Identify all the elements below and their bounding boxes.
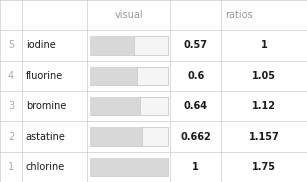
Bar	[90, 158, 168, 176]
Text: chlorine: chlorine	[26, 162, 65, 172]
Bar	[90, 127, 142, 146]
Text: 0.57: 0.57	[184, 41, 208, 50]
Text: 4: 4	[8, 71, 14, 81]
Text: 1: 1	[192, 162, 199, 172]
Text: fluorine: fluorine	[26, 71, 63, 81]
Text: 2: 2	[8, 132, 14, 141]
Text: 0.6: 0.6	[187, 71, 204, 81]
Bar	[90, 36, 168, 55]
Text: ratios: ratios	[225, 10, 252, 20]
Text: 5: 5	[8, 41, 14, 50]
Text: iodine: iodine	[26, 41, 56, 50]
Bar	[90, 97, 168, 115]
Text: 1.157: 1.157	[249, 132, 279, 141]
Text: 1: 1	[8, 162, 14, 172]
Text: 0.64: 0.64	[184, 101, 208, 111]
Text: 1.75: 1.75	[252, 162, 276, 172]
Text: astatine: astatine	[26, 132, 66, 141]
Bar	[90, 158, 168, 176]
Text: bromine: bromine	[26, 101, 66, 111]
Text: 1.05: 1.05	[252, 71, 276, 81]
Text: 1.12: 1.12	[252, 101, 276, 111]
Text: 3: 3	[8, 101, 14, 111]
Bar	[90, 67, 137, 85]
Text: visual: visual	[115, 10, 143, 20]
Text: 0.662: 0.662	[180, 132, 211, 141]
Bar	[90, 67, 168, 85]
Text: 1: 1	[261, 41, 267, 50]
Bar	[90, 97, 140, 115]
Bar	[90, 36, 134, 55]
Bar	[90, 127, 168, 146]
